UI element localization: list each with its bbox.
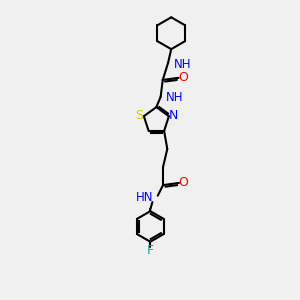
Text: NH: NH xyxy=(174,58,191,70)
Text: O: O xyxy=(178,71,188,84)
Text: N: N xyxy=(169,109,178,122)
Text: NH: NH xyxy=(166,92,183,104)
Text: S: S xyxy=(135,109,143,122)
Text: O: O xyxy=(178,176,188,189)
Text: F: F xyxy=(147,244,154,257)
Text: HN: HN xyxy=(136,191,154,204)
